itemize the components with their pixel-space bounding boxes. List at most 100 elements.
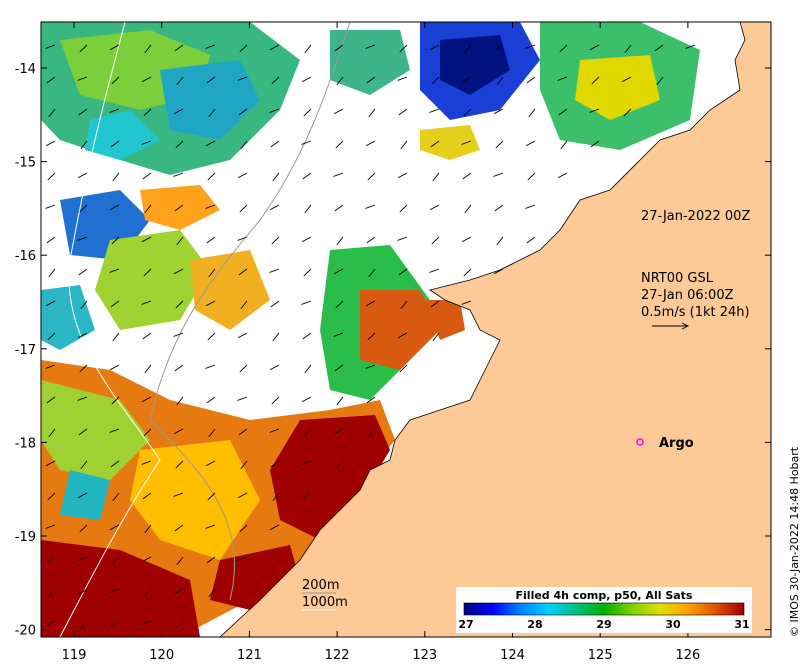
current-arrow	[302, 332, 312, 340]
current-arrow	[399, 44, 408, 53]
current-arrow	[431, 236, 440, 245]
current-arrow	[335, 300, 344, 309]
current-arrow	[270, 140, 280, 148]
current-arrow	[397, 172, 408, 179]
current-arrow	[429, 44, 440, 51]
current-arrow	[301, 300, 312, 305]
current-arrow	[656, 76, 664, 86]
current-arrow	[144, 364, 152, 374]
current-arrow	[240, 460, 248, 470]
current-arrow	[208, 588, 216, 598]
plot-frame	[40, 21, 772, 638]
current-arrow	[270, 300, 280, 308]
current-arrow	[303, 108, 312, 117]
current-arrow	[141, 556, 152, 563]
y-tick-label: -14	[15, 62, 36, 77]
current-arrow	[46, 76, 56, 84]
current-arrow	[205, 140, 216, 147]
current-arrow	[496, 76, 504, 86]
current-arrow	[333, 172, 344, 177]
argo-marker	[636, 438, 644, 446]
current-arrow	[174, 204, 184, 212]
contour-1000m-label: 1000m	[302, 595, 348, 610]
sst-raster	[41, 22, 700, 637]
current-arrow	[493, 268, 504, 275]
current-arrow	[558, 108, 568, 116]
x-tick-label: 122	[325, 648, 350, 663]
current-arrow	[559, 44, 568, 53]
contour-1000m	[59, 22, 161, 637]
current-arrow	[112, 492, 120, 502]
current-arrow	[109, 524, 120, 531]
current-arrow	[557, 76, 568, 81]
current-arrow	[399, 204, 408, 213]
current-arrow	[271, 76, 280, 85]
current-arrow	[143, 588, 152, 597]
current-arrow	[46, 236, 56, 244]
current-arrow	[269, 524, 280, 531]
colorbar-tick-label: 29	[596, 618, 611, 631]
current-arrow	[175, 300, 184, 309]
current-arrow	[237, 332, 248, 339]
current-arrow	[78, 428, 88, 436]
current-arrow	[272, 492, 280, 502]
y-tick-label: -17	[15, 343, 36, 358]
colorbar-tick-label: 27	[458, 618, 473, 631]
current-arrow	[398, 108, 408, 116]
current-arrow	[493, 108, 504, 115]
current-arrow	[397, 76, 408, 81]
current-arrow	[237, 396, 248, 401]
current-arrow	[45, 364, 56, 369]
current-arrow	[335, 140, 344, 149]
current-arrow	[239, 44, 248, 53]
current-product-label: NRT00 GSL	[641, 271, 714, 286]
current-arrow	[45, 524, 56, 529]
current-vectors	[45, 44, 696, 630]
current-arrow	[205, 460, 216, 467]
current-arrow	[495, 140, 504, 149]
current-arrow	[205, 364, 216, 369]
current-arrow	[142, 172, 152, 180]
current-arrow	[301, 396, 312, 403]
current-arrow	[205, 300, 216, 307]
current-arrow	[110, 300, 120, 308]
current-arrow	[336, 396, 344, 406]
current-arrow	[301, 236, 312, 243]
current-arrow	[80, 300, 88, 310]
current-arrow	[304, 364, 312, 374]
y-axis: -14 -15 -16 -17 -18 -19 -20	[15, 62, 771, 639]
current-arrow	[269, 108, 280, 113]
current-arrow	[144, 524, 152, 534]
current-arrow	[173, 332, 184, 337]
current-arrow	[176, 236, 184, 246]
current-arrow	[238, 108, 248, 116]
current-arrow	[206, 556, 216, 564]
current-arrow	[463, 268, 472, 277]
current-arrow	[365, 140, 376, 147]
current-arrow	[398, 268, 408, 276]
current-arrow	[78, 268, 88, 276]
current-arrow	[333, 108, 344, 115]
x-tick-label: 125	[588, 648, 613, 663]
current-arrow	[144, 204, 152, 214]
current-arrow	[141, 140, 152, 145]
current-arrow	[589, 44, 600, 51]
y-tick-label: -20	[15, 624, 36, 639]
current-arrow	[143, 428, 152, 437]
current-arrow	[431, 76, 440, 85]
current-arrow	[397, 236, 408, 241]
current-arrow	[205, 204, 216, 209]
current-arrow	[240, 140, 248, 150]
current-arrow	[77, 76, 88, 81]
current-arrow	[591, 76, 600, 85]
current-arrow	[461, 300, 472, 305]
current-arrow	[365, 204, 376, 209]
current-arrow	[45, 44, 56, 49]
current-arrow	[557, 172, 568, 179]
current-arrow	[430, 140, 440, 148]
current-arrow	[462, 172, 472, 180]
current-arrow	[240, 300, 248, 310]
current-arrow	[365, 364, 376, 369]
current-arrow	[301, 140, 312, 145]
current-arrow	[111, 556, 120, 565]
